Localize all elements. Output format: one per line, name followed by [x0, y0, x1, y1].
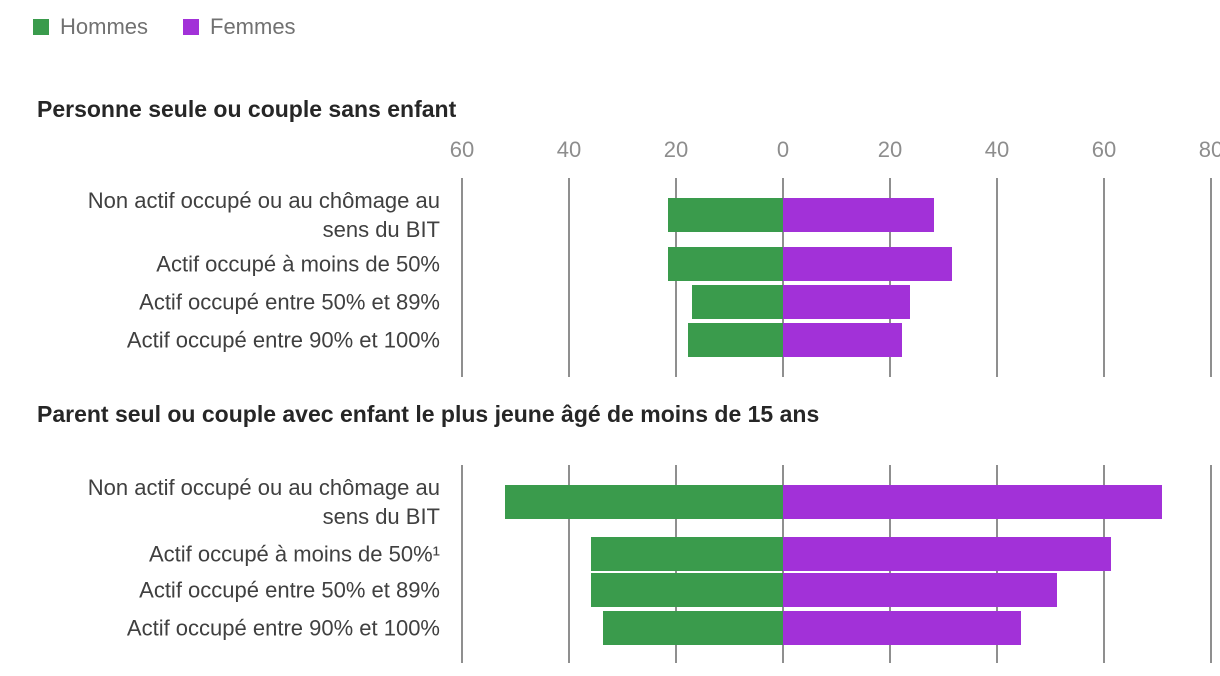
bar-hommes[interactable] — [667, 247, 783, 281]
x-axis-tick-label: 0 — [776, 137, 790, 162]
bar-femmes[interactable] — [783, 285, 911, 319]
x-axis-tick-label: 40 — [556, 137, 582, 162]
bar-hommes[interactable] — [687, 323, 783, 357]
category-label: Actif occupé entre 50% et 89% — [139, 577, 440, 603]
category-label: Actif occupé entre 50% et 89% — [139, 289, 440, 315]
legend-swatch-femmes-icon — [183, 19, 199, 35]
panel1-title: Personne seule ou couple sans enfant — [37, 96, 457, 122]
legend-item-hommes[interactable]: Hommes — [33, 14, 148, 40]
category-label: Actif occupé entre 90% et 100% — [126, 327, 440, 353]
legend-label-femmes: Femmes — [210, 14, 296, 39]
legend-label-hommes: Hommes — [60, 14, 149, 39]
bar-femmes[interactable] — [783, 198, 934, 232]
gridline — [1210, 178, 1212, 377]
gridline — [996, 178, 998, 377]
x-axis-tick-label: 60 — [449, 137, 475, 162]
x-axis-tick-label: 60 — [1091, 137, 1117, 162]
gridline — [1210, 465, 1212, 663]
bar-femmes[interactable] — [783, 573, 1058, 607]
legend-item-femmes[interactable]: Femmes — [183, 14, 296, 40]
bar-hommes[interactable] — [505, 485, 783, 519]
category-label: Actif occupé entre 90% et 100% — [126, 615, 440, 641]
legend-swatch-hommes-icon — [33, 19, 49, 35]
category-label: Actif occupé à moins de 50% — [156, 251, 440, 277]
gridline — [568, 465, 570, 663]
category-label: Non actif occupé ou au chômage au sens d… — [87, 475, 440, 529]
bar-hommes[interactable] — [603, 611, 783, 645]
category-label: Non actif occupé ou au chômage au sens d… — [87, 188, 440, 242]
bar-femmes[interactable] — [783, 485, 1163, 519]
x-axis-tick-label: 20 — [877, 137, 903, 162]
gridline — [568, 178, 570, 377]
bar-hommes[interactable] — [667, 198, 783, 232]
x-axis-tick-label: 20 — [663, 137, 689, 162]
panel2-title: Parent seul ou couple avec enfant le plu… — [37, 401, 820, 427]
gridline — [1103, 178, 1105, 377]
category-label: Actif occupé à moins de 50%¹ — [148, 541, 440, 567]
gridline — [461, 178, 463, 377]
bar-femmes[interactable] — [783, 247, 953, 281]
bar-hommes[interactable] — [590, 573, 783, 607]
bar-femmes[interactable] — [783, 537, 1112, 571]
bar-hommes[interactable] — [691, 285, 783, 319]
bar-femmes[interactable] — [783, 323, 903, 357]
bar-hommes[interactable] — [590, 537, 783, 571]
gridline — [461, 465, 463, 663]
x-axis-tick-label: 80 — [1198, 137, 1220, 162]
x-axis-tick-label: 40 — [984, 137, 1010, 162]
bar-femmes[interactable] — [783, 611, 1022, 645]
